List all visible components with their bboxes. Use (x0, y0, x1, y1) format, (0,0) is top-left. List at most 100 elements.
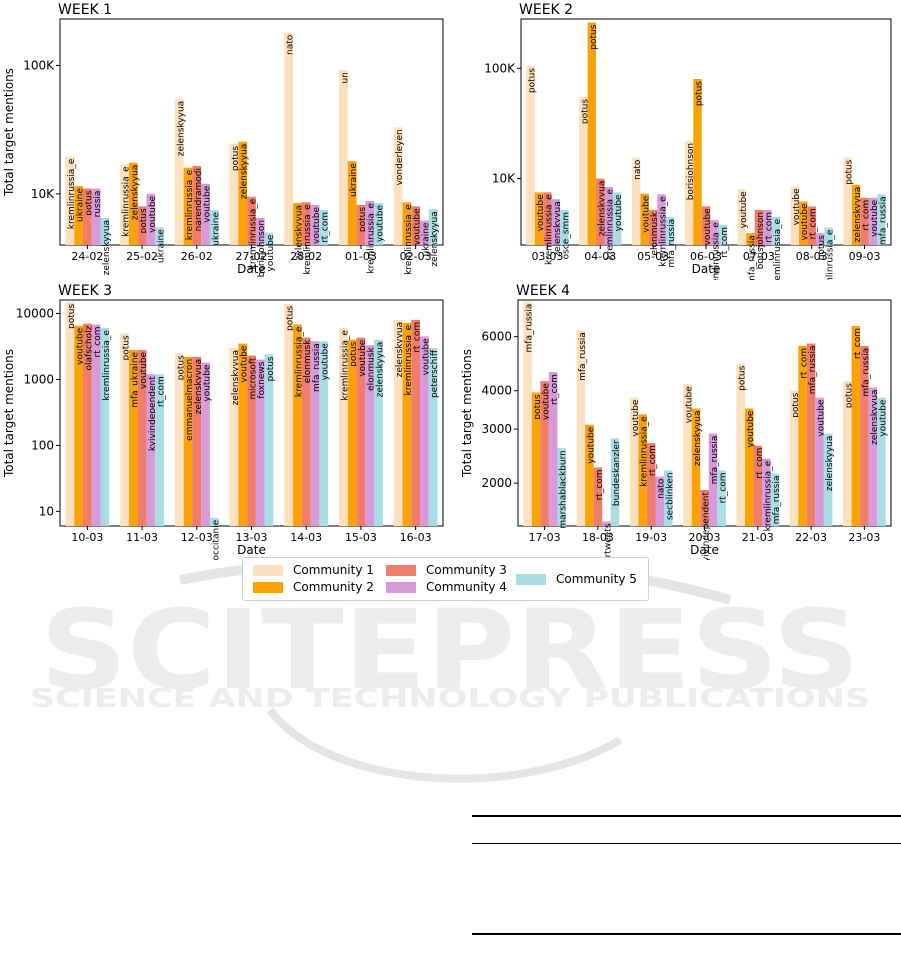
bar (100, 328, 110, 526)
bar (209, 209, 219, 245)
bar-label: potus (844, 383, 854, 408)
bar-label: zelenskyyua (194, 359, 204, 414)
bar-label: zelenskyyua (294, 205, 304, 260)
bar (693, 79, 702, 245)
x-axis-label: Date (237, 543, 266, 557)
bar (763, 209, 772, 245)
chart-title: WEEK 3 (58, 283, 112, 299)
bar-label: youtube (800, 203, 810, 240)
bar (843, 381, 852, 526)
bar-label: bundeskanzler (612, 440, 622, 506)
bar-label: kremlinrussia_e (67, 158, 77, 229)
bar-label: youtube (312, 207, 322, 244)
bar-label: youtube (203, 364, 213, 401)
bar (146, 193, 156, 245)
bar (91, 324, 101, 526)
x-axis-label: Date (237, 262, 266, 276)
bar-label: kremlinrussia_e (826, 229, 836, 280)
bar-label: rt_com (764, 212, 774, 243)
bar (82, 188, 92, 245)
y-tick-label: 10000 (16, 306, 54, 320)
bar-label: mfa_russia (312, 343, 322, 392)
bar (753, 445, 763, 526)
bar-label: ukraine (157, 229, 167, 263)
bar-label: zelenskyyua (870, 389, 880, 444)
bar-label: un (340, 72, 350, 83)
y-tick-label: 1000 (23, 372, 54, 386)
bar (585, 424, 594, 526)
bar-label: potus (122, 335, 132, 360)
bar (807, 206, 816, 245)
x-tick-label: 24-02 (71, 250, 103, 263)
bar-label: mfa_russia (772, 475, 782, 524)
bar (640, 193, 649, 245)
bar (411, 319, 421, 526)
legend-label: Community 4 (426, 580, 507, 594)
bar-label: youtube (421, 338, 431, 375)
bar (824, 227, 833, 245)
bar (708, 433, 718, 526)
bar-label: rt_com (595, 469, 605, 500)
bar-label: borisjohnson (686, 143, 696, 200)
bar-label: youtube (536, 194, 546, 231)
x-tick-label: 07-03 (743, 250, 775, 263)
bar (402, 322, 412, 526)
bar (420, 336, 429, 526)
bar (604, 186, 613, 245)
watermark-title: SCITEPRESS (40, 586, 860, 714)
bar-label: youtube (703, 208, 713, 245)
bar (815, 233, 825, 245)
bar (868, 387, 878, 526)
bar (284, 303, 294, 526)
bar-label: rt_com (755, 448, 765, 479)
bar-label: kremlinrussia_e (606, 188, 616, 259)
x-tick-label: 06-03 (690, 250, 722, 263)
bar (347, 161, 357, 245)
bar-label: potus (176, 355, 186, 380)
bar-label: nato (633, 159, 643, 180)
legend-swatch (516, 574, 546, 585)
bar-label: youtube (321, 343, 331, 380)
bar-label: potus (589, 24, 599, 49)
y-tick-label: 2000 (481, 476, 512, 490)
x-tick-label: 27-02 (236, 250, 268, 263)
x-tick-label: 18-03 (582, 531, 614, 544)
bar (823, 433, 833, 526)
bar (684, 140, 694, 245)
bar (701, 206, 711, 245)
y-tick-label: 10K (492, 172, 516, 186)
x-tick-label: 20-03 (689, 531, 721, 544)
bar (347, 339, 357, 526)
bar (229, 347, 239, 526)
bar (374, 202, 383, 245)
x-tick-label: 02-03 (400, 250, 432, 263)
table-header-rule (472, 843, 901, 844)
bar (339, 328, 348, 526)
x-tick-label: 17-03 (529, 531, 561, 544)
bar-label: kremlinrussia_e (544, 194, 554, 265)
bar-label: potus (533, 394, 543, 419)
bar (744, 408, 754, 526)
bar (120, 333, 129, 526)
bar-label: kremlinrussia_e (249, 198, 259, 269)
bar-label: youtube (266, 234, 276, 271)
bar-label: kremlinrussia_e (640, 416, 650, 487)
bar (301, 337, 311, 526)
bar-label: osce_smm (561, 212, 571, 259)
bar-label: ukraine (211, 211, 221, 245)
bar (657, 194, 666, 245)
bar-label: foxnews (257, 361, 267, 398)
bar (665, 216, 675, 245)
bar (799, 201, 808, 245)
bar-label: zelenskyyua (176, 101, 186, 156)
bar (523, 301, 532, 526)
x-axis-label: Date (692, 262, 721, 276)
bar-label: ukraine (421, 222, 431, 256)
bar-label: nato (657, 478, 667, 499)
bar-label: emmanuelmacron (185, 359, 195, 441)
bar-label: zelenskyyua (853, 187, 863, 242)
chart-week-4: WEEK 4 2000 3000 4000 6000 Total target menti… (460, 283, 892, 560)
bar (65, 301, 75, 526)
bar-label: rt_com (93, 327, 103, 358)
